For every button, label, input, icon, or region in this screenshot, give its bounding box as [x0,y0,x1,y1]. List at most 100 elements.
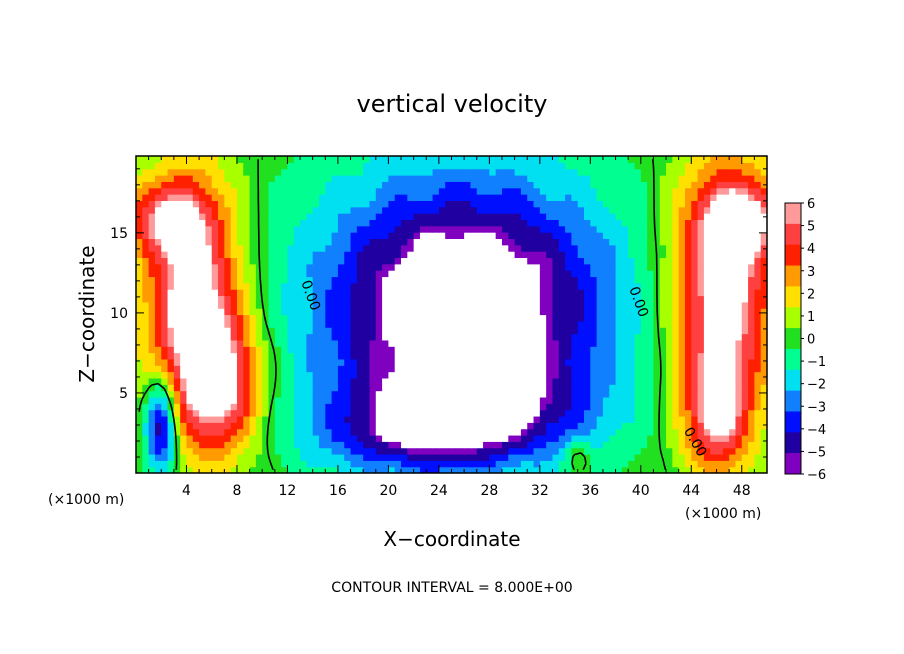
heatmap-cell [577,377,585,385]
heatmap-cell [394,377,402,385]
heatmap-cell [602,308,610,316]
heatmap-cell [520,339,528,347]
heatmap-cell [300,441,307,449]
heatmap-cell [375,295,383,303]
heatmap-cell [703,181,711,189]
heatmap-cell [653,377,661,385]
heatmap-cell [211,384,219,392]
heatmap-cell [716,308,724,316]
heatmap-cell [445,409,453,417]
heatmap-cell [413,276,421,284]
heatmap-cell [148,377,156,385]
heatmap-cell [287,219,295,227]
heatmap-cell [609,289,617,297]
heatmap-cell [710,415,718,423]
heatmap-cell [748,314,755,322]
heatmap-cell [640,270,648,278]
heatmap-cell [653,453,661,461]
heatmap-cell [678,441,686,449]
heatmap-cell [464,441,472,449]
heatmap-cell [136,219,143,227]
heatmap-cell [356,358,364,366]
heatmap-cell [678,156,686,163]
heatmap-cell [268,466,276,473]
heatmap-cell [659,213,667,220]
heatmap-cell [546,352,554,360]
heatmap-cell [148,282,156,290]
heatmap-cell [388,371,396,379]
heatmap-cell [678,257,686,265]
heatmap-cell [596,257,604,265]
heatmap-cell [236,263,244,271]
heatmap-cell [495,403,503,411]
heatmap-cell [558,156,566,163]
heatmap-cell [615,314,623,322]
heatmap-cell [243,181,251,189]
heatmap-cell [552,295,560,303]
heatmap-cell [375,225,383,233]
heatmap-cell [306,428,314,436]
heatmap-cell [514,187,522,195]
heatmap-cell [312,308,320,316]
heatmap-cell [325,308,333,316]
heatmap-cell [609,276,617,284]
heatmap-cell [407,314,415,322]
heatmap-cell [274,434,282,442]
heatmap-cell [167,301,175,309]
heatmap-cell [432,428,440,436]
heatmap-cell [558,409,566,417]
heatmap-cell [293,460,301,468]
heatmap-cell [470,333,478,341]
heatmap-cell [331,295,339,303]
heatmap-cell [678,187,686,195]
heatmap-cell [621,244,629,252]
heatmap-cell [136,365,143,373]
heatmap-cell [748,168,755,176]
heatmap-cell [281,295,289,303]
heatmap-cell [710,371,718,379]
heatmap-cell [451,213,459,220]
heatmap-cell [375,365,383,373]
heatmap-cell [476,314,484,322]
heatmap-cell [331,168,339,176]
heatmap-cell [520,301,528,309]
heatmap-cell [571,422,579,430]
heatmap-cell [634,232,642,240]
heatmap-cell [161,390,169,398]
heatmap-cell [483,339,490,347]
heatmap-cell [255,206,263,214]
heatmap-cell [735,232,743,240]
heatmap-cell [609,308,617,316]
heatmap-cell [205,257,213,265]
heatmap-cell [697,339,705,347]
heatmap-cell [722,270,730,278]
heatmap-cell [211,466,219,473]
heatmap-cell [672,460,680,468]
heatmap-cell [243,238,251,246]
heatmap-cell [558,320,566,328]
heatmap-cell [161,270,169,278]
heatmap-cell [735,308,743,316]
heatmap-cell [457,282,465,290]
heatmap-cell [470,257,478,265]
heatmap-cell [318,156,326,163]
heatmap-cell [325,251,333,259]
heatmap-cell [388,263,396,271]
heatmap-cell [142,390,150,398]
heatmap-cell [571,213,579,220]
heatmap-cell [306,289,314,297]
heatmap-cell [716,181,724,189]
heatmap-cell [565,181,572,189]
heatmap-cell [211,358,219,366]
heatmap-cell [647,320,655,328]
heatmap-cell [609,314,617,322]
heatmap-cell [451,453,459,461]
heatmap-cell [426,168,434,176]
heatmap-cell [287,352,295,360]
heatmap-cell [173,276,181,284]
heatmap-cell [710,168,718,176]
heatmap-cell [199,434,207,442]
heatmap-cell [716,232,724,240]
heatmap-cell [640,339,648,347]
heatmap-cell [407,225,415,233]
